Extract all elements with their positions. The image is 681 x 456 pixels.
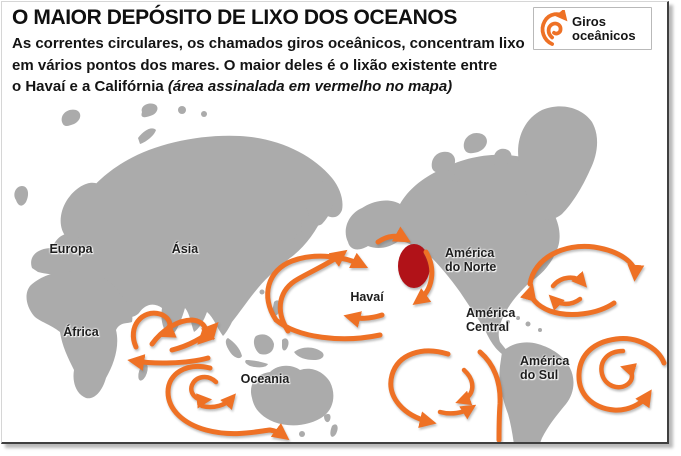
south-pacific-gyre-arrow [388, 348, 451, 428]
intro-text: As correntes circulares, os chamados gir… [12, 33, 572, 98]
intro-note: (área assinalada em vermelho no mapa) [167, 78, 453, 95]
south-pacific-gyre-arrow [455, 367, 475, 406]
indian-gyre-arrow [127, 354, 211, 371]
legend-label: Giros oceânicos [572, 13, 636, 43]
indian-gyre-arrow [199, 393, 236, 410]
legend-giros-oceanicos: Giros oceânicos [533, 7, 652, 50]
north-atlantic-gyre-arrow [548, 294, 583, 311]
north-atlantic-gyre-arrow [520, 283, 617, 317]
gyre-spiral-icon [540, 10, 568, 46]
ocean-gyre-arrows [127, 226, 667, 442]
south-atlantic-gyre-arrow [576, 336, 667, 413]
intro-regular: As correntes circulares, os chamados gir… [12, 35, 525, 95]
indian-gyre-arrow [189, 374, 219, 409]
indian-gyre-arrow [165, 364, 290, 441]
south-pacific-gyre-arrow [437, 404, 477, 420]
north-pacific-gyre-arrow [375, 226, 411, 245]
indian-gyre-arrow [169, 321, 219, 353]
infographic-frame: O MAIOR DEPÓSITO DE LIXO DOS OCEANOS As … [1, 1, 669, 444]
north-pacific-gyre-arrow [277, 249, 348, 334]
north-atlantic-gyre-arrow [527, 243, 645, 287]
garbage-patch-marker [398, 244, 430, 288]
south-pacific-gyre-arrow [477, 349, 503, 442]
north-atlantic-gyre-arrow [550, 271, 588, 289]
south-atlantic-gyre-arrow [599, 348, 637, 390]
page-title: O MAIOR DEPÓSITO DE LIXO DOS OCEANOS [12, 6, 457, 29]
north-pacific-gyre-arrow [343, 311, 385, 328]
legend-label-line1: Giros [572, 13, 606, 29]
continents [14, 103, 598, 442]
world-map [14, 103, 667, 442]
north-pacific-gyre-arrow [412, 249, 435, 306]
north-pacific-gyre-arrow [265, 252, 383, 342]
legend-label-line2: oceânicos [572, 27, 636, 43]
